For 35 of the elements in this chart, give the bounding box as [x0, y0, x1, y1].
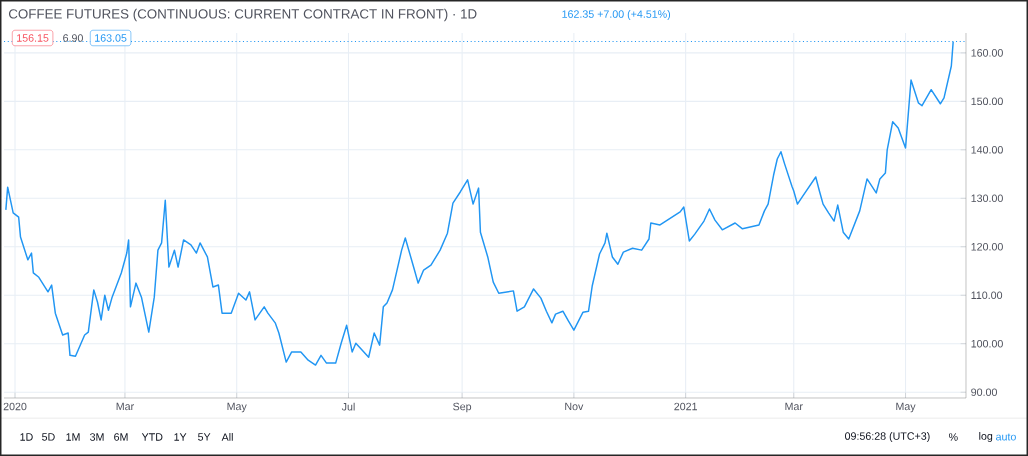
chart-title: COFFEE FUTURES (CONTINUOUS: CURRENT CONTRACT IN FRONT) · 1D [8, 8, 477, 22]
text: % [948, 433, 958, 441]
x-tick-label: Jul [341, 402, 355, 411]
text: 6M [114, 433, 128, 441]
text: log [979, 432, 993, 442]
text: 1M [66, 433, 80, 441]
x-tick-label: May [227, 402, 247, 413]
annotation: 156.15 [17, 34, 49, 42]
x-tick-label: 2021 [674, 402, 697, 411]
y-tick-label: 90.00 [971, 388, 997, 396]
text: YTD [141, 433, 163, 441]
x-tick-label: Mar [785, 402, 803, 411]
y-tick-label: 150.00 [971, 97, 1003, 106]
y-tick-label: 130.00 [971, 194, 1003, 203]
x-tick-label: Mar [116, 402, 134, 411]
annotation: 6.90 [63, 34, 83, 42]
y-tick-label: 110.00 [971, 291, 1003, 300]
y-tick-label: 100.00 [971, 339, 1003, 348]
x-tick-label: Sep [453, 402, 472, 413]
x-tick-label: 2020 [3, 402, 27, 411]
y-tick-label: 140.00 [971, 146, 1003, 154]
x-tick-label: Nov [565, 402, 584, 411]
annotation: 163.05 [95, 34, 127, 42]
text: auto [996, 433, 1016, 441]
y-tick-label: 160.00 [971, 49, 1003, 57]
text: 3M [90, 433, 104, 441]
text: 1Y [174, 433, 187, 441]
y-tick-label: 120.00 [971, 242, 1003, 251]
text: 5D [42, 433, 55, 441]
text: 09:56:28 (UTC+3) [845, 432, 930, 442]
text: 1D [20, 433, 33, 441]
x-tick-label: May [896, 402, 916, 413]
text: All [221, 433, 233, 441]
text: 162.35 +7.00 (+4.51%) [562, 10, 671, 20]
text: 5Y [198, 433, 211, 441]
